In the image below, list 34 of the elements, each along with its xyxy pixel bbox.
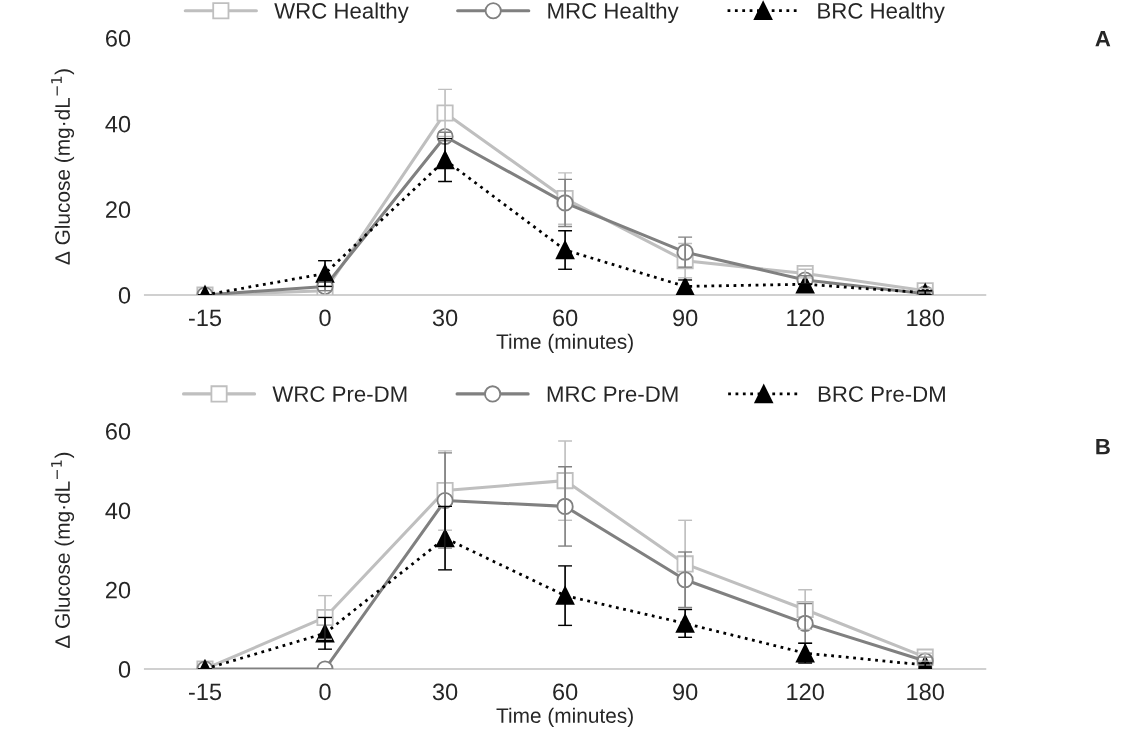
legend-label: BRC Pre-DM <box>818 386 945 402</box>
y-tick-label: 0 <box>118 287 131 304</box>
x-tick-label: 0 <box>319 309 331 327</box>
x-tick-label: 120 <box>787 309 824 327</box>
x-tick-label: 90 <box>673 309 698 327</box>
x-tick-label: 180 <box>907 683 944 701</box>
x-tick-label: -15 <box>188 683 222 701</box>
x-tick-label: 30 <box>432 683 458 701</box>
text: A <box>1095 31 1111 47</box>
legend-label: MRC Healthy <box>548 2 679 24</box>
legend-label: WRC Pre-DM <box>272 386 407 402</box>
y-tick-label: 60 <box>106 30 131 47</box>
x-tick-label: 30 <box>432 309 458 327</box>
y-tick-label: 60 <box>106 423 131 440</box>
x-tick-label: 60 <box>553 683 578 701</box>
y-tick-label: 0 <box>118 661 131 678</box>
x-tick-label: 180 <box>907 309 944 327</box>
y-tick-label: 40 <box>105 502 131 520</box>
text: B <box>1096 438 1110 455</box>
x-axis-title: Time (minutes) <box>496 333 633 354</box>
y-tick-label: 40 <box>105 115 131 133</box>
x-tick-label: 0 <box>319 683 331 701</box>
x-axis-title: Time (minutes) <box>496 707 633 728</box>
x-tick-label: -15 <box>188 309 222 327</box>
legend-label: BRC Healthy <box>818 2 945 24</box>
x-tick-label: 60 <box>553 309 578 327</box>
y-tick-label: 20 <box>106 581 131 599</box>
legend-label: MRC Pre-DM <box>547 386 678 402</box>
x-tick-label: 90 <box>673 683 698 701</box>
y-tick-label: 20 <box>106 201 131 219</box>
x-tick-label: 120 <box>787 683 824 701</box>
y-axis-title: Δ Glucose (mg·dL$^{−1}$) <box>51 452 75 649</box>
y-axis-title: Δ Glucose (mg·dL$^{−1}$) <box>51 69 75 265</box>
legend-label: WRC Healthy <box>274 2 409 24</box>
